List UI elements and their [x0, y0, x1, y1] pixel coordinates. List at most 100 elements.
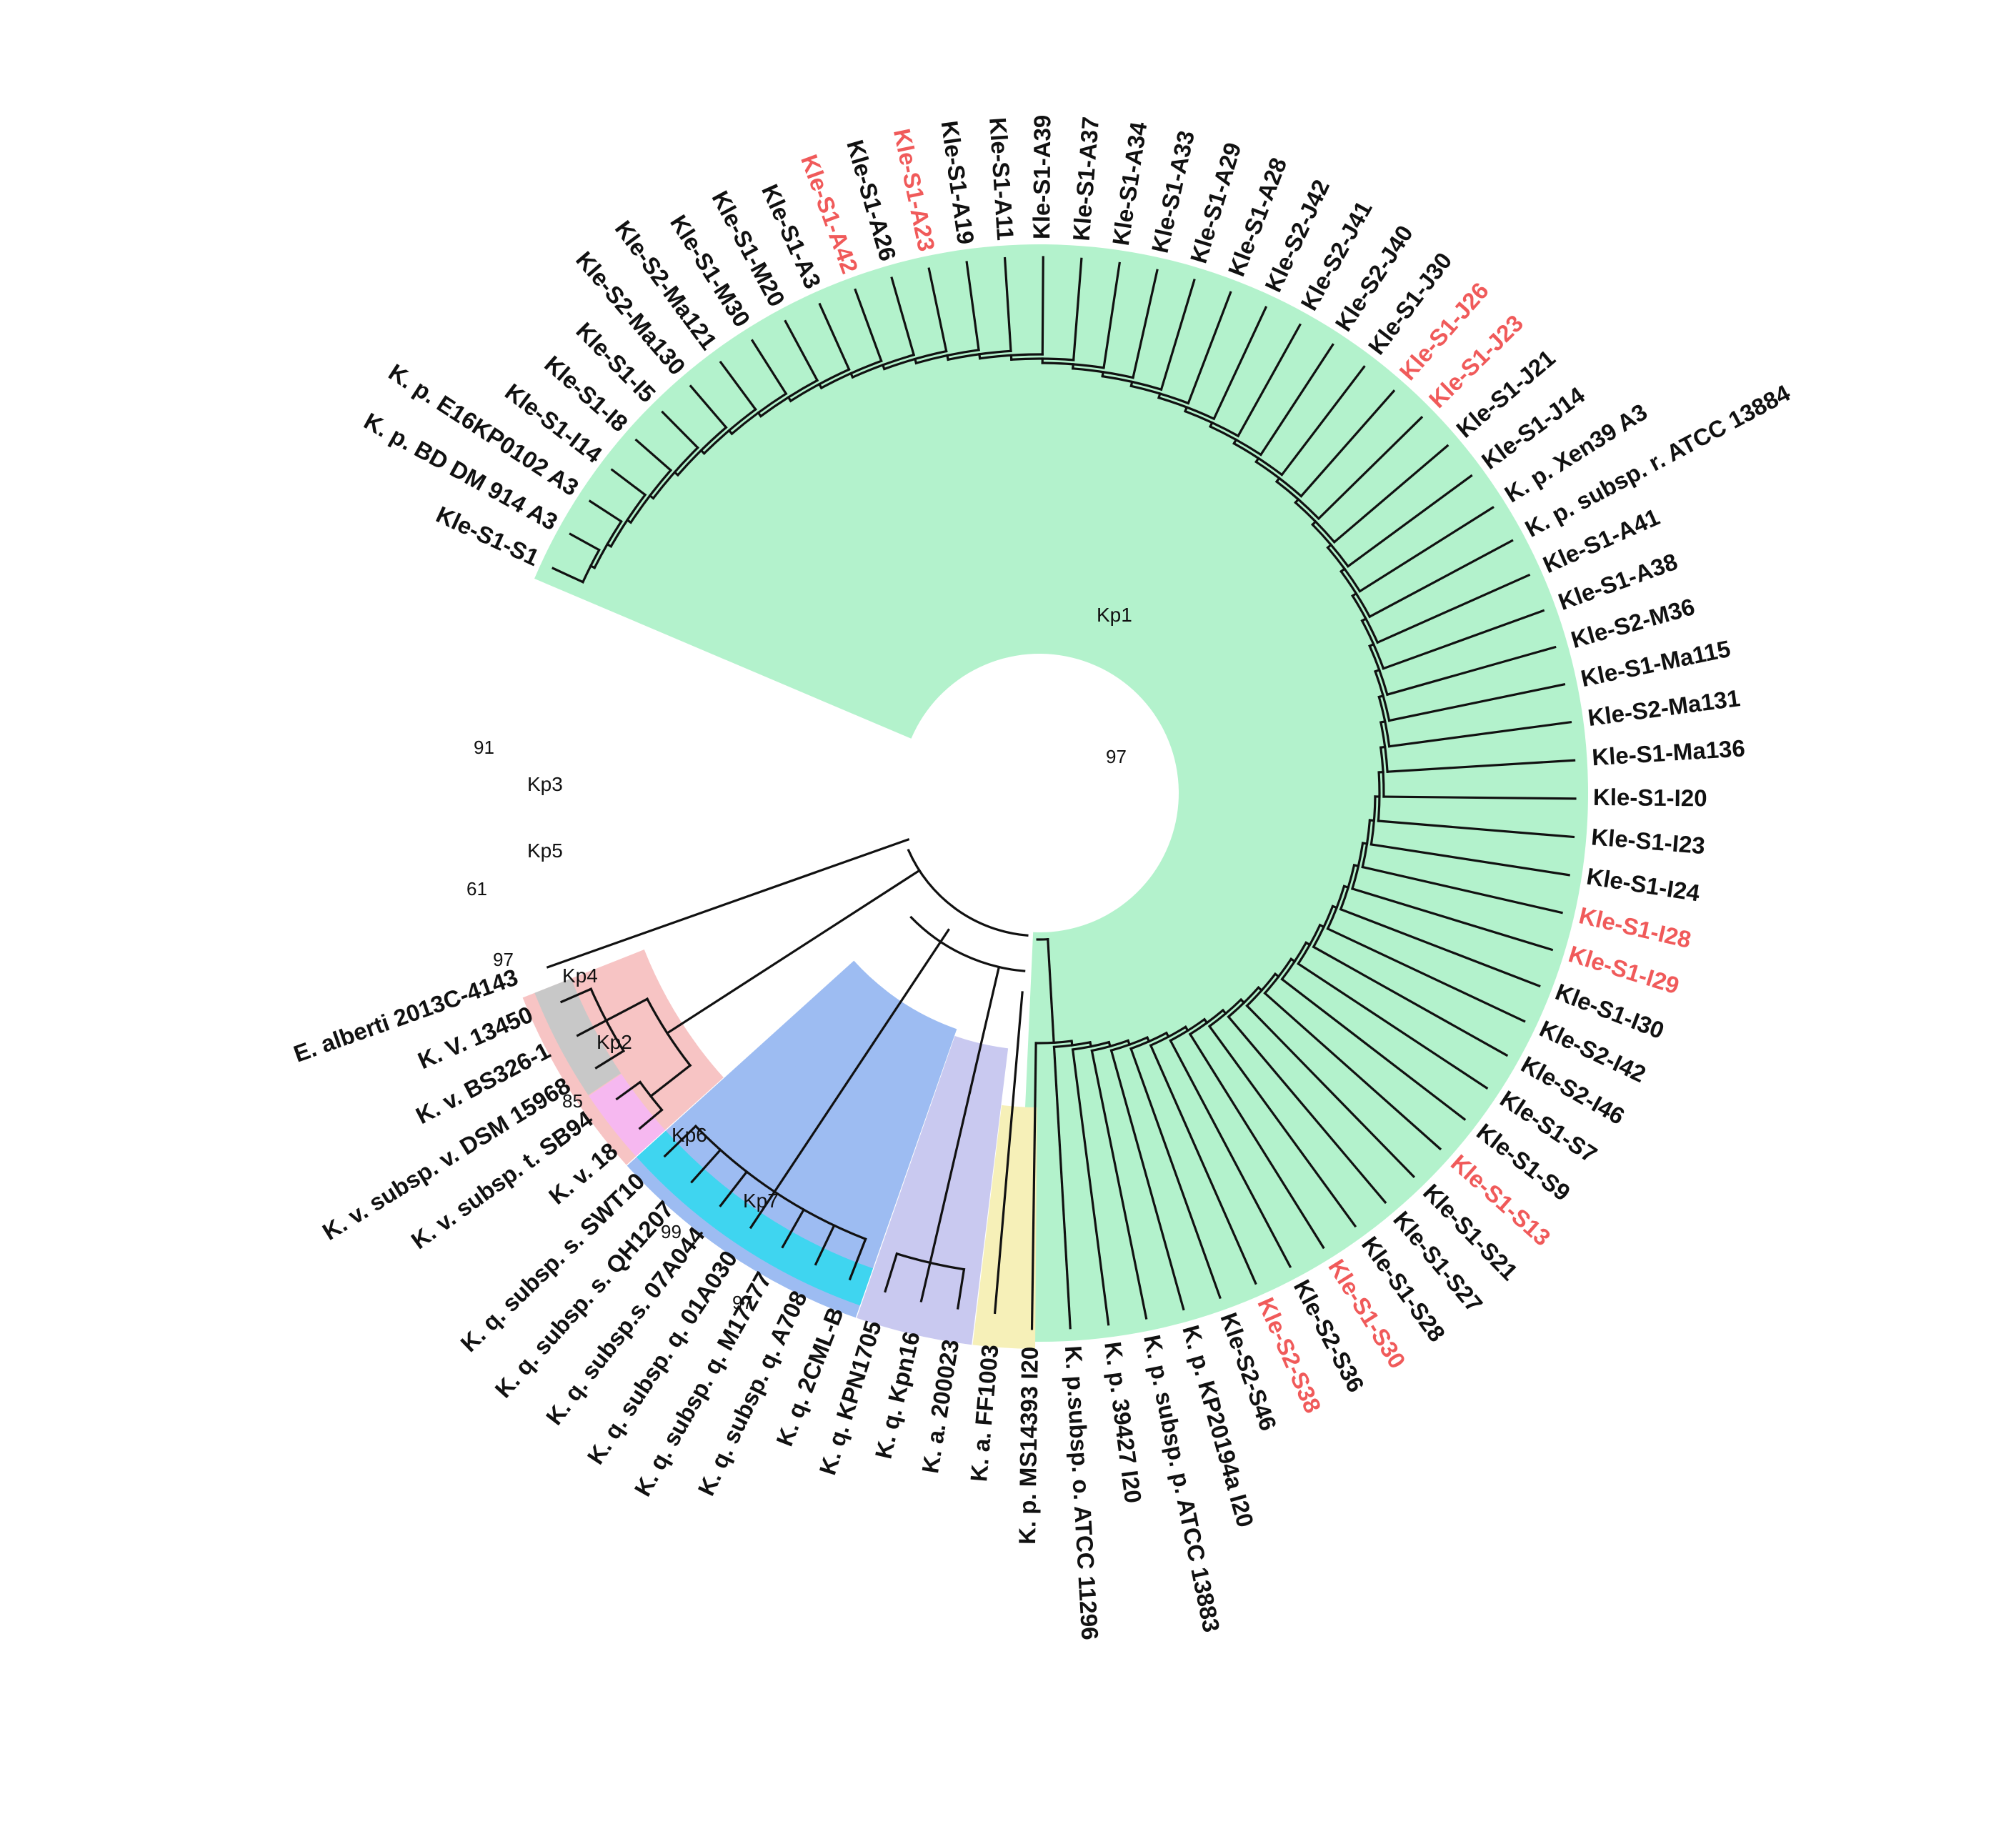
- branch-segment: [818, 302, 851, 372]
- bootstrap-values: 97 91 61 97 85 99 97: [466, 737, 1127, 1313]
- branch-segment: [1030, 1042, 1037, 1330]
- clade-label-kp1: Kp1: [1097, 604, 1132, 626]
- branch-segment: [1259, 343, 1334, 457]
- branch-segment: [1377, 819, 1575, 839]
- branch-segment: [1245, 1004, 1416, 1179]
- clade-label-kp7: Kp7: [743, 1190, 779, 1212]
- leaf-label-kle-s1-a39: Kle-S1-A39: [1028, 115, 1055, 239]
- branch-segment: [1047, 937, 1055, 1045]
- branch-segment: [546, 838, 910, 969]
- leaf-label-k-p-39427-i20: K. p. 39427 I20: [1099, 1340, 1147, 1505]
- branch-segment: [927, 267, 948, 353]
- bootstrap-kp1: 97: [1106, 746, 1127, 767]
- clade-labels: Kp1 Kp3 Kp5 Kp4 Kp2 Kp6 Kp7: [527, 604, 1132, 1212]
- leaf-label-k-p-ms14393-i20: K. p. MS14393 I20: [1014, 1347, 1043, 1545]
- branch-segment: [781, 1207, 806, 1249]
- branch-segment: [1072, 257, 1083, 362]
- branch-segment: [552, 567, 574, 579]
- branch-segment: [919, 1261, 932, 1302]
- branch-segment: [1052, 1045, 1072, 1330]
- branch-segment: [1385, 645, 1557, 697]
- bootstrap-kp4: 97: [493, 949, 514, 970]
- clade-label-kp6: Kp6: [672, 1124, 707, 1146]
- leaf-label-kle-s1-i20: Kle-S1-I20: [1593, 784, 1707, 812]
- branch-segment: [1387, 721, 1572, 748]
- bootstrap-kp5: 61: [466, 878, 487, 899]
- branch-segment: [559, 987, 593, 1004]
- branch-segment: [848, 1237, 867, 1281]
- accent-band-pink: [589, 1074, 666, 1157]
- bootstrap-kp2: 85: [562, 1090, 583, 1112]
- branch-segment: [1149, 1044, 1257, 1285]
- leaf-label-kle-s1-a37: Kle-S1-A37: [1068, 116, 1104, 242]
- branch-segment: [1297, 962, 1489, 1090]
- branch-segment: [890, 276, 916, 357]
- branch-segment: [649, 1064, 692, 1098]
- bootstrap-kp6: 99: [661, 1221, 682, 1242]
- branch-segment: [1041, 256, 1044, 356]
- branch-segment: [1376, 573, 1531, 644]
- branch-segment: [1386, 759, 1576, 773]
- clade-label-kp2: Kp2: [597, 1031, 632, 1053]
- branch-segment: [814, 1224, 836, 1266]
- branch-segment: [1071, 1048, 1110, 1326]
- clade-label-kp5: Kp5: [527, 839, 563, 862]
- branch-arc: [907, 848, 1029, 937]
- branch-segment: [1227, 1015, 1387, 1205]
- branch-segment: [1003, 256, 1012, 352]
- branch-segment: [872, 928, 950, 1045]
- branch-segment: [661, 410, 699, 449]
- leaf-label-kle-s1-a23: Kle-S1-A23: [889, 126, 940, 254]
- branch-segment: [1368, 539, 1514, 619]
- leaf-label-kle-s1-a34: Kle-S1-A34: [1107, 120, 1152, 247]
- clade-label-kp3: Kp3: [527, 773, 563, 795]
- branch-segment: [1312, 945, 1509, 1057]
- branch-segment: [1339, 907, 1541, 988]
- leaf-label-e-alberti-2013c-4143: E. alberti 2013C-4143: [290, 964, 522, 1067]
- branch-segment: [1387, 683, 1566, 722]
- branch-segment: [773, 1041, 875, 1194]
- branch-segment: [569, 532, 601, 552]
- accent-band-cyan: [637, 1130, 873, 1306]
- branch-segment: [1299, 389, 1396, 498]
- clade-sector-kp6: [857, 1035, 1009, 1345]
- branch-segment: [594, 1049, 626, 1070]
- branch-segment: [1159, 279, 1196, 392]
- branch-segment: [576, 1019, 608, 1037]
- branch-segment: [1280, 365, 1366, 477]
- branch-segment: [1382, 609, 1545, 670]
- leaf-label-kle-s1-i24: Kle-S1-I24: [1585, 863, 1702, 907]
- branch-segment: [854, 288, 883, 363]
- branch-segment: [784, 319, 819, 382]
- branch-segment: [1326, 927, 1526, 1023]
- leaf-label-k-p-subsp-o-atcc-11296: K. p.subsp. o. ATCC 11296: [1060, 1345, 1104, 1640]
- clade-label-kp4: Kp4: [562, 965, 598, 987]
- bootstrap-kp7: 97: [732, 1292, 753, 1313]
- branch-segment: [610, 468, 647, 497]
- clade-sector-kp7: [972, 1105, 1037, 1349]
- leaf-label-kle-s1-a19: Kle-S1-A19: [937, 119, 979, 246]
- branch-segment: [1369, 843, 1570, 877]
- branch-segment: [615, 1080, 642, 1101]
- branch-segment: [1361, 865, 1563, 914]
- branch-segment: [634, 438, 673, 472]
- clade-sector-kp1: [534, 244, 1588, 1342]
- branch-segment: [1358, 506, 1494, 593]
- leaf-label-kle-s1-a11: Kle-S1-A11: [984, 116, 1019, 241]
- leaf-label-kle-s1-i28: Kle-S1-I28: [1577, 902, 1694, 953]
- branch-segment: [588, 499, 623, 524]
- branch-segment: [1280, 977, 1467, 1121]
- branch-segment: [690, 1148, 722, 1184]
- branch-segment: [665, 869, 922, 1035]
- branch-segment: [968, 965, 1001, 1094]
- branch-segment: [1207, 1025, 1357, 1228]
- branch-segment: [719, 360, 757, 412]
- branch-segment: [689, 384, 728, 429]
- leaf-label-k-a-200023: K. a. 200023: [917, 1337, 964, 1475]
- tree-branches: [546, 256, 1577, 1330]
- branch-segment: [1187, 291, 1232, 405]
- branch-segment: [749, 1190, 777, 1230]
- branch-segment: [638, 1108, 664, 1130]
